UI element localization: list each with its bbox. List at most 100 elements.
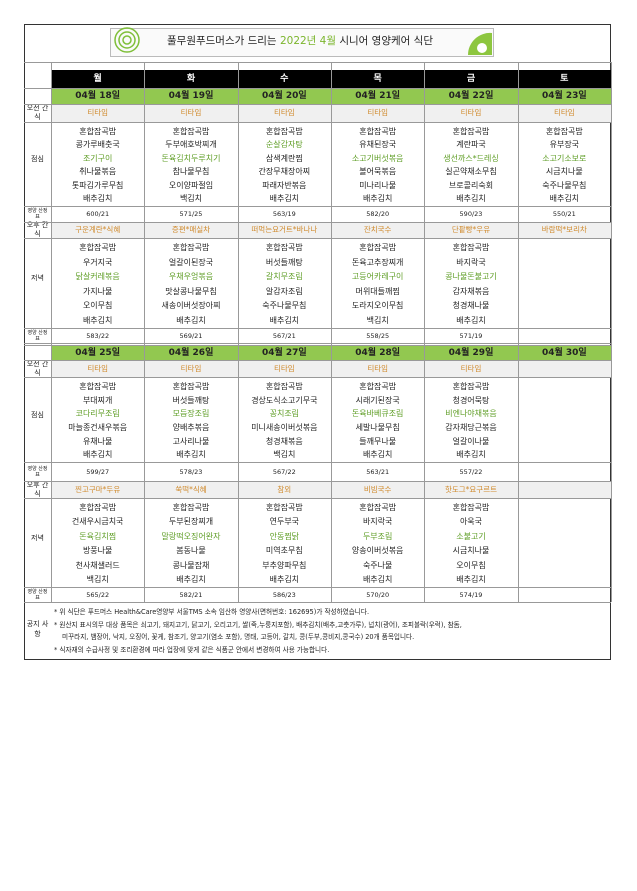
dish: 혼합잡곡밥: [452, 243, 490, 252]
dish: 새송이버섯장아찌: [161, 301, 221, 311]
row-label: 영양 산정표: [27, 465, 48, 478]
date: 04월 27일: [261, 347, 307, 358]
dish: 배추김치: [362, 575, 393, 585]
dish: 들깨무나물: [359, 436, 397, 446]
dish: 숙주나물무침: [542, 180, 587, 190]
dish: 혼합잡곡밥: [265, 127, 303, 136]
dish: 배추김치: [82, 194, 113, 204]
row-line: [24, 602, 611, 603]
dish: 미니새송이버섯볶음: [251, 422, 318, 432]
row-label: 오후 간식: [26, 480, 49, 498]
date: 04월 18일: [75, 91, 121, 101]
nutrition-value: 571/25: [179, 210, 203, 218]
nutrition-value: 600/21: [86, 210, 110, 218]
dish: 혼합잡곡밥: [265, 243, 303, 252]
dish: 혼합잡곡밥: [79, 243, 117, 252]
nutrition-value: 563/19: [272, 210, 296, 218]
dish: 계란파국: [456, 140, 486, 150]
title-box: [110, 28, 494, 57]
dish: 얼갈이나물: [452, 436, 490, 446]
dish: 배추김치: [176, 316, 206, 326]
dish: 혼합잡곡밥: [79, 503, 117, 512]
row-label: 점심: [31, 410, 44, 419]
dish: 돈육김치찜: [79, 531, 117, 541]
dish: 연두부국: [269, 517, 300, 527]
dish: 브로콜리숙회: [448, 180, 494, 190]
title-prefix: 풀무원푸드머스가 드리는: [167, 35, 277, 47]
nutrition-value: 558/25: [366, 331, 390, 340]
nutrition-value: 565/22: [86, 590, 110, 599]
dish: 혼합잡곡밥: [265, 503, 303, 512]
snack: 티타임: [367, 108, 389, 117]
nutrition-value: 590/23: [459, 210, 483, 218]
dish: 배추김치: [82, 450, 113, 460]
dish: 버섯들깨탕: [265, 257, 303, 267]
dish: 숙주나물: [362, 560, 393, 570]
weekday: 월: [93, 74, 102, 84]
dish: 우거지국: [82, 257, 113, 267]
nutrition-value: 550/21: [552, 210, 576, 218]
dish: 혼합잡곡밥: [452, 127, 490, 136]
dish: 소불고기: [456, 531, 486, 541]
column-line: [144, 62, 146, 602]
row-label: 저녁: [31, 533, 44, 542]
column-line: [517, 62, 519, 602]
dish: 두부된장찌개: [168, 517, 214, 527]
dish: 머위대들깨찜: [355, 286, 400, 296]
dish: 배추김치: [362, 194, 393, 204]
dish: 천사채샐러드: [75, 560, 120, 570]
row-line: [24, 62, 611, 63]
dish: 비엔나야채볶음: [445, 409, 497, 419]
dish: 배추김치: [269, 194, 300, 204]
date: 04월 20일: [261, 91, 307, 101]
weekday: 금: [466, 74, 476, 84]
nutrition-value: 599/27: [86, 467, 110, 476]
dish: 유부장국: [549, 140, 580, 150]
row-line: [24, 206, 611, 207]
column-line: [51, 62, 52, 602]
dish: 모듬장조림: [172, 409, 210, 419]
dish: 배추김치: [176, 450, 206, 460]
nutrition-value: 567/21: [272, 331, 296, 340]
dish: 배추김치: [176, 575, 206, 585]
dish: 얼갈이된장국: [168, 257, 214, 267]
notice-line: * 원산지 표시의무 대상 품목은 쇠고기, 돼지고기, 닭고기, 오리고기, …: [54, 620, 462, 629]
dish: 양송이버섯볶음: [351, 546, 404, 556]
snack: 티타임: [87, 108, 109, 117]
dish: 가지나물: [82, 286, 113, 296]
dish: 아욱국: [459, 517, 483, 527]
dish: 배추김치: [362, 450, 393, 460]
notice-line: * 식자재의 수급사정 및 조리환경에 따라 업장에 맞게 같은 식품군 안에서…: [54, 645, 330, 654]
dish: 혼합잡곡밥: [359, 243, 397, 252]
dish: 건새우시금치국: [71, 517, 124, 527]
row-label: 영양 산정표: [27, 208, 48, 220]
snack: 티타임: [553, 108, 575, 117]
nutrition-value: 574/19: [459, 590, 483, 599]
dish: 우채우엉볶음: [168, 272, 214, 282]
nutrition-value: 583/22: [86, 331, 110, 340]
dish: 배추김치: [456, 575, 486, 585]
dish: 버섯들깨탕: [172, 395, 210, 405]
row-label: 오전 간식: [26, 359, 49, 377]
dish: 말랑떡오징어완자: [161, 531, 221, 541]
snack: 핫도그*요구르트: [444, 484, 498, 494]
snack: 잔치국수: [363, 225, 392, 234]
dish: 안동찜닭: [269, 531, 300, 541]
row-line: [24, 104, 611, 105]
dish: 배추김치: [269, 316, 300, 326]
snack: 티타임: [180, 363, 202, 373]
row-line: [24, 122, 611, 123]
dish: 톳파김가루무침: [71, 180, 124, 190]
row-line: [24, 498, 611, 499]
snack: 쑥떡*식혜: [175, 484, 207, 494]
row-label: 오후 간식: [26, 221, 49, 238]
dish: 오이무침: [82, 301, 113, 311]
nutrition-value: 567/22: [272, 467, 296, 476]
nutrition-value: 582/21: [179, 590, 203, 599]
dish: 미역초무침: [265, 546, 303, 556]
dish: 알감자조림: [265, 286, 303, 296]
dish: 감자채볶음: [452, 286, 490, 296]
date: 04월 19일: [168, 91, 214, 101]
nutrition-value: 586/23: [272, 590, 296, 599]
